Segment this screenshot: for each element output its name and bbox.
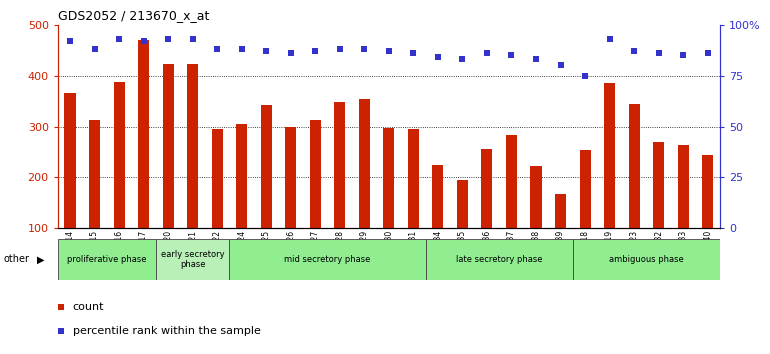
Bar	[580, 150, 591, 228]
Bar	[555, 194, 566, 228]
Bar	[285, 127, 296, 228]
Text: count: count	[72, 302, 104, 312]
Text: mid secretory phase: mid secretory phase	[284, 255, 370, 264]
Title: GDS2052 / 213670_x_at: GDS2052 / 213670_x_at	[58, 9, 209, 22]
Text: ▶: ▶	[37, 254, 45, 264]
Bar	[383, 128, 394, 228]
Bar	[187, 64, 198, 228]
Bar	[334, 102, 345, 228]
Text: proliferative phase: proliferative phase	[67, 255, 146, 264]
Bar	[359, 98, 370, 228]
Text: percentile rank within the sample: percentile rank within the sample	[72, 326, 260, 337]
Bar	[628, 104, 640, 228]
Text: early secretory
phase: early secretory phase	[161, 250, 225, 269]
Text: ambiguous phase: ambiguous phase	[609, 255, 684, 264]
Bar	[531, 166, 541, 228]
Bar	[408, 129, 419, 228]
Bar	[457, 180, 468, 228]
Bar	[65, 93, 75, 228]
Bar	[310, 120, 321, 228]
Bar	[481, 149, 493, 228]
Text: late secretory phase: late secretory phase	[456, 255, 543, 264]
Bar	[433, 165, 444, 228]
Bar	[113, 82, 125, 228]
Bar	[236, 124, 247, 228]
Bar	[89, 120, 100, 228]
Bar	[229, 239, 426, 280]
Bar	[138, 40, 149, 228]
Text: other: other	[4, 254, 30, 264]
Bar	[678, 145, 688, 228]
Bar	[604, 83, 615, 228]
Bar	[261, 105, 272, 228]
Bar	[653, 142, 665, 228]
Bar	[212, 129, 223, 228]
Bar	[156, 239, 229, 280]
Bar	[162, 64, 173, 228]
Bar	[702, 155, 713, 228]
Bar	[426, 239, 573, 280]
Bar	[506, 135, 517, 228]
Bar	[58, 239, 156, 280]
Bar	[573, 239, 720, 280]
